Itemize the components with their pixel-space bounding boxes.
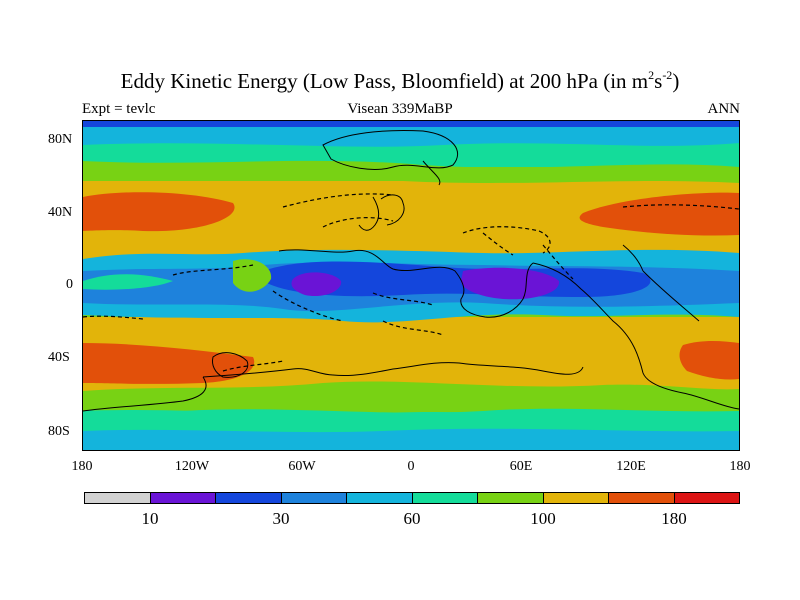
lon-tick-60e: 60E <box>509 459 533 474</box>
colorbar-label-100: 100 <box>530 509 556 528</box>
colorbar-swatch-9 <box>674 493 739 503</box>
plot-title: Eddy Kinetic Energy (Low Pass, Bloomfiel… <box>120 68 680 93</box>
lon-tick-180e: 180 <box>729 459 751 474</box>
colorbar-swatch-8 <box>609 493 675 503</box>
lat-tick-80s: 80S <box>48 424 70 439</box>
colorbar-swatch-5 <box>412 493 478 503</box>
lat-tick-40n: 40N <box>48 205 73 220</box>
lat-tick-80n: 80N <box>48 132 73 147</box>
colorbar-swatch-1 <box>150 493 216 503</box>
colorbar-label-10: 10 <box>141 509 159 528</box>
eke-contour-map <box>83 121 739 450</box>
colorbar-swatch-2 <box>216 493 282 503</box>
colorbar-swatch-3 <box>281 493 347 503</box>
lon-tick-120e: 120E <box>616 459 646 474</box>
lon-tick-180w: 180 <box>71 459 93 474</box>
period-label: Visean 339MaBP <box>347 101 453 117</box>
map-plot <box>82 120 740 451</box>
season-label: ANN <box>707 101 741 117</box>
colorbar <box>84 492 740 504</box>
colorbar-swatch-6 <box>478 493 544 503</box>
lat-tick-equator: 0 <box>66 277 73 292</box>
experiment-label: Expt = tevlc <box>82 101 156 117</box>
colorbar-swatch-0 <box>85 493 151 503</box>
lon-tick-120w: 120W <box>174 459 210 474</box>
lon-tick-0: 0 <box>407 459 415 474</box>
colorbar-label-180: 180 <box>661 509 687 528</box>
lon-tick-60w: 60W <box>288 459 316 474</box>
lat-tick-40s: 40S <box>48 350 70 365</box>
colorbar-label-30: 30 <box>272 509 290 528</box>
colorbar-swatch-7 <box>543 493 609 503</box>
colorbar-label-60: 60 <box>403 509 421 528</box>
colorbar-swatch-4 <box>347 493 413 503</box>
